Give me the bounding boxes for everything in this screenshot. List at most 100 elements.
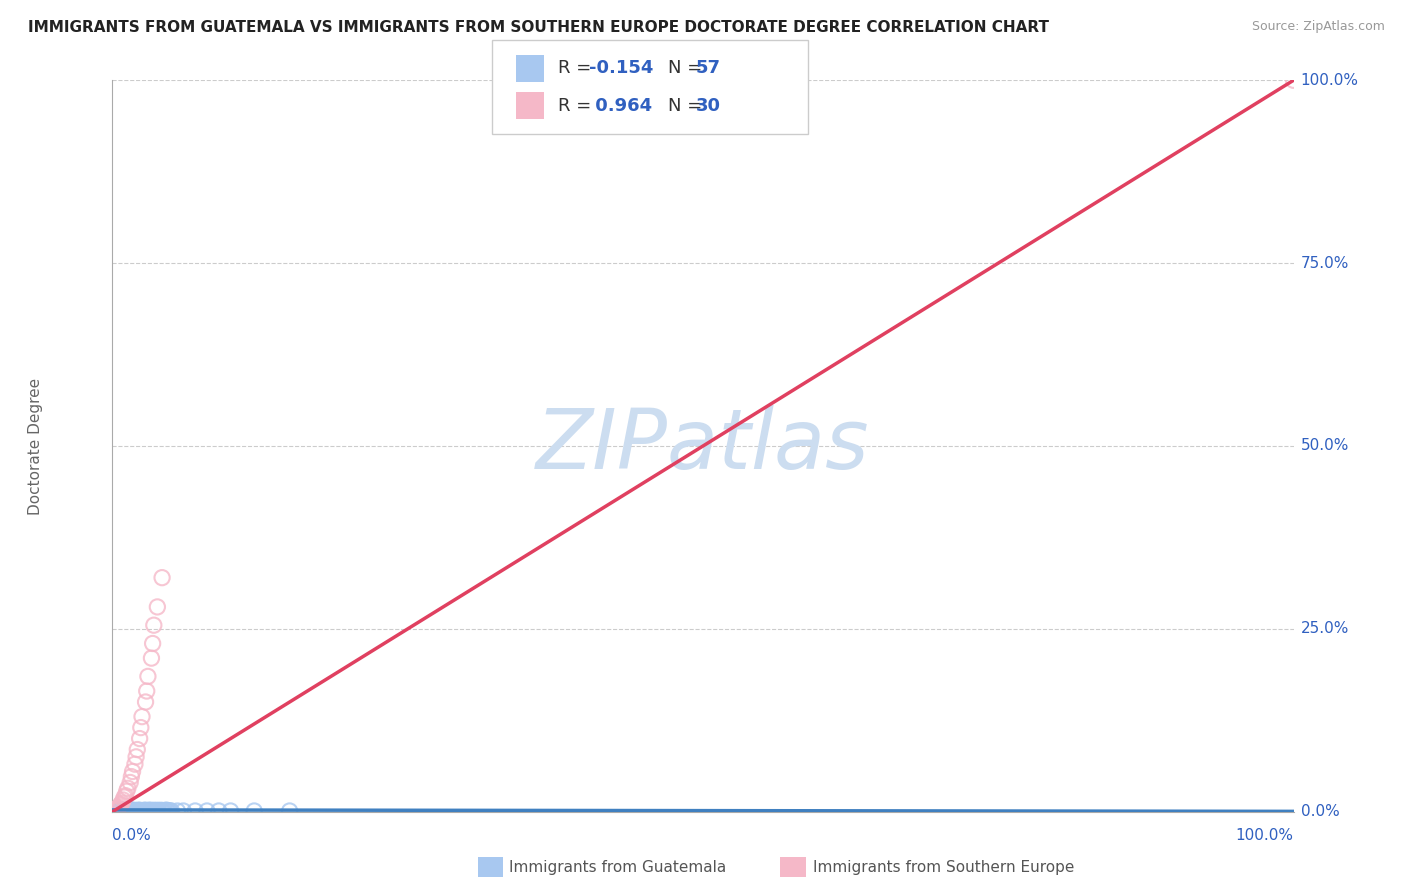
Point <box>159 804 181 818</box>
Point <box>149 804 172 818</box>
Point <box>142 803 165 817</box>
Point <box>115 803 138 817</box>
Point <box>1282 73 1305 87</box>
Point <box>114 789 136 803</box>
Point <box>153 804 176 818</box>
Point <box>118 804 141 818</box>
Point <box>141 804 163 818</box>
Point <box>112 804 135 818</box>
Point <box>125 804 148 818</box>
Point <box>104 804 127 818</box>
Point <box>156 803 179 817</box>
Text: 50.0%: 50.0% <box>1301 439 1348 453</box>
Point <box>141 651 163 665</box>
Text: ZIPatlas: ZIPatlas <box>536 406 870 486</box>
Point <box>139 803 162 817</box>
Point <box>156 804 179 818</box>
Point <box>105 803 128 817</box>
Point <box>108 804 131 818</box>
Text: 0.0%: 0.0% <box>1301 805 1340 819</box>
Text: 30: 30 <box>696 96 721 114</box>
Text: 0.0%: 0.0% <box>112 828 152 843</box>
Point <box>112 804 135 818</box>
Text: 25.0%: 25.0% <box>1301 622 1348 636</box>
Point <box>135 695 157 709</box>
Point <box>129 721 152 735</box>
Point <box>136 669 159 683</box>
Text: Source: ZipAtlas.com: Source: ZipAtlas.com <box>1251 20 1385 33</box>
Point <box>243 804 266 818</box>
Text: 75.0%: 75.0% <box>1301 256 1348 270</box>
Text: Doctorate Degree: Doctorate Degree <box>28 377 42 515</box>
Point <box>150 571 173 585</box>
Point <box>135 684 157 698</box>
Text: 100.0%: 100.0% <box>1301 73 1358 87</box>
Point <box>150 804 173 818</box>
Point <box>120 803 142 817</box>
Point <box>122 804 145 818</box>
Point <box>157 804 180 818</box>
Point <box>108 798 131 813</box>
Point <box>134 803 156 817</box>
Text: N =: N = <box>668 96 707 114</box>
Point <box>148 804 170 818</box>
Point <box>107 804 129 818</box>
Point <box>128 731 150 746</box>
Point <box>120 770 142 784</box>
Point <box>124 757 146 772</box>
Point <box>278 804 301 818</box>
Text: R =: R = <box>558 96 598 114</box>
Point <box>135 804 157 818</box>
Point <box>110 797 132 812</box>
Point <box>111 803 134 817</box>
Point <box>105 803 128 817</box>
Point <box>132 804 155 818</box>
Point <box>136 804 159 818</box>
Point <box>145 804 167 818</box>
Point <box>135 803 157 817</box>
Point <box>117 781 139 796</box>
Text: -0.154: -0.154 <box>589 60 654 78</box>
Point <box>120 775 142 789</box>
Point <box>142 618 165 632</box>
Point <box>121 804 143 818</box>
Text: R =: R = <box>558 60 598 78</box>
Point <box>138 803 160 817</box>
Point <box>155 803 177 817</box>
Point <box>107 800 129 814</box>
Point <box>127 742 149 756</box>
Point <box>131 709 153 723</box>
Point <box>105 803 128 817</box>
Point <box>146 599 169 614</box>
Point <box>172 804 194 818</box>
Point <box>152 804 174 818</box>
Point <box>195 804 218 818</box>
Point <box>112 793 135 807</box>
Point <box>124 803 146 817</box>
Point <box>117 804 139 818</box>
Point <box>114 803 136 817</box>
Text: 0.964: 0.964 <box>589 96 652 114</box>
Point <box>127 803 149 817</box>
Point <box>131 804 153 818</box>
Point <box>111 796 134 810</box>
Point <box>110 803 132 817</box>
Point <box>166 804 188 818</box>
Point <box>120 803 142 817</box>
Point <box>129 804 152 818</box>
Point <box>149 803 172 817</box>
Text: 100.0%: 100.0% <box>1236 828 1294 843</box>
Point <box>125 749 148 764</box>
Point <box>160 804 183 818</box>
Point <box>112 790 135 805</box>
Point <box>142 636 165 650</box>
Point <box>121 764 143 779</box>
Text: N =: N = <box>668 60 707 78</box>
Text: Immigrants from Southern Europe: Immigrants from Southern Europe <box>813 860 1074 874</box>
Point <box>128 803 150 817</box>
Point <box>104 804 127 818</box>
Point <box>219 804 242 818</box>
Text: Immigrants from Guatemala: Immigrants from Guatemala <box>509 860 727 874</box>
Point <box>143 804 166 818</box>
Point <box>105 801 128 815</box>
